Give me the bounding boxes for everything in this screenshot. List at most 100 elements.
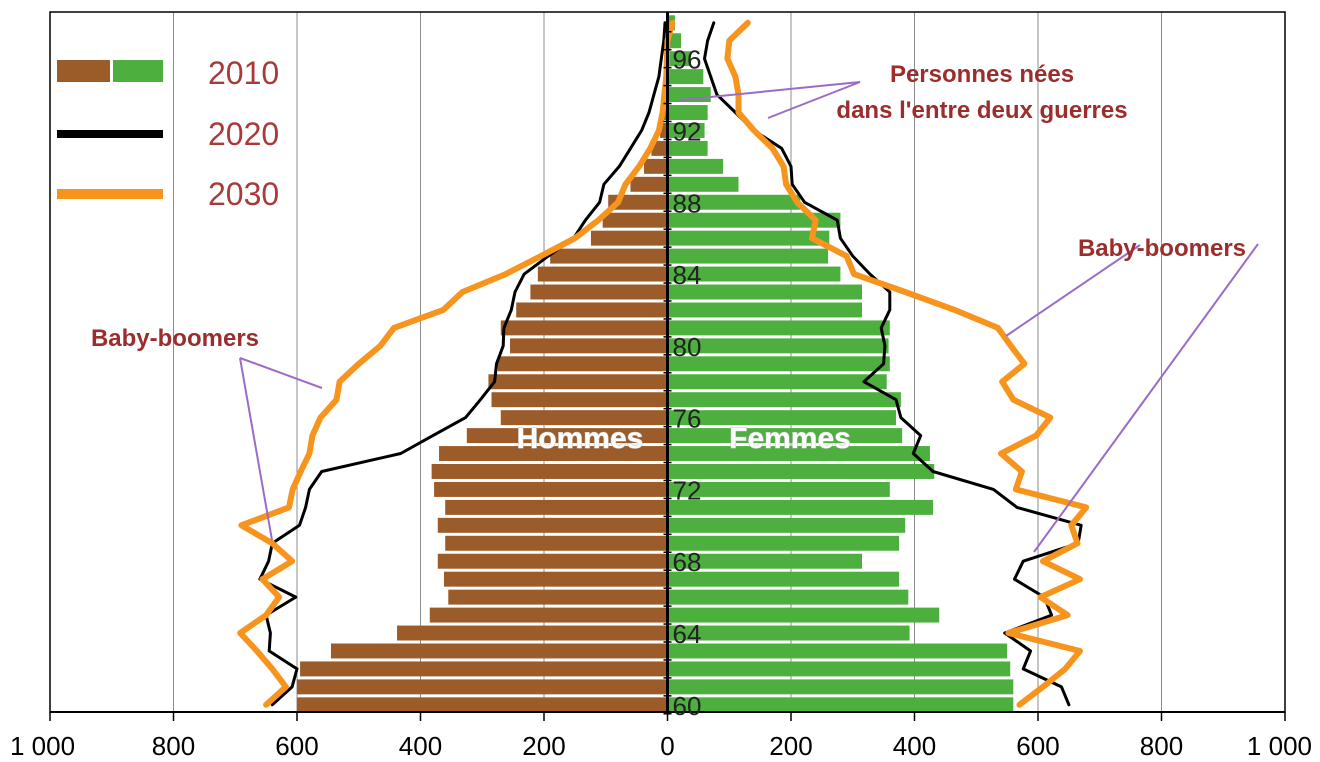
- bar-men-66: [448, 589, 668, 605]
- bar-men-76: [500, 410, 668, 426]
- line-2020-men: [258, 21, 667, 707]
- x-tick-label: 0: [660, 731, 674, 761]
- age-label-96: 96: [673, 45, 702, 75]
- bar-men-80: [510, 338, 668, 354]
- bars-2010: [297, 15, 1014, 713]
- bar-men-69: [445, 535, 668, 551]
- age-label-68: 68: [673, 547, 702, 577]
- x-tick-label: 200: [769, 731, 812, 761]
- bar-men-71: [445, 499, 668, 515]
- annotation-pointer: [679, 81, 861, 101]
- bar-men-62: [300, 661, 668, 677]
- projection-lines: [237, 19, 1090, 708]
- bar-women-62: [667, 661, 1011, 677]
- legend-label-2010: 2010: [208, 55, 279, 91]
- bar-women-80: [667, 338, 889, 354]
- x-tick-label: 1 000: [10, 731, 75, 761]
- legend-label-2030: 2030: [208, 176, 279, 212]
- bar-women-96: [667, 51, 691, 67]
- bar-men-60: [297, 697, 668, 713]
- bar-women-93: [667, 105, 708, 120]
- line-2030-men: [237, 19, 676, 708]
- annotation-baby-boomers-men: Baby-boomers: [91, 325, 259, 352]
- bar-men-68: [437, 553, 668, 569]
- bar-men-84: [537, 266, 668, 282]
- annotation-pointer: [239, 357, 323, 389]
- bar-women-89: [667, 176, 739, 192]
- bar-men-81: [500, 320, 668, 336]
- bar-men-61: [297, 679, 668, 695]
- annotation-pointer: [1033, 243, 1259, 553]
- legend-label-2020: 2020: [208, 116, 279, 152]
- bar-men-85: [550, 248, 668, 264]
- age-label-80: 80: [673, 332, 702, 362]
- bar-women-84: [667, 266, 841, 282]
- bar-women-85: [667, 248, 829, 264]
- annotations: Personnes nées dans l'entre deux guerres…: [91, 61, 1259, 553]
- annotation-pointer: [1005, 244, 1141, 337]
- age-label-76: 76: [673, 404, 702, 434]
- bar-women-69: [667, 535, 900, 551]
- bar-men-65: [429, 607, 668, 623]
- bar-women-71: [667, 499, 934, 515]
- bar-women-83: [667, 284, 863, 300]
- bar-men-73: [431, 464, 668, 479]
- bar-men-75: [466, 428, 668, 444]
- bar-women-61: [667, 679, 1014, 695]
- legend-swatch-2010-men: [57, 60, 110, 82]
- bar-men-67: [443, 571, 668, 587]
- axes: 1 000 800 600 400 200 0 200 400 600 800 1 000: [10, 12, 1312, 761]
- legend: 2010 2020 2030: [57, 55, 279, 212]
- bar-women-72: [667, 481, 890, 497]
- age-tick-labels: 60 64 68 72 76 80 84 88 92 96: [663, 30, 702, 721]
- annotation-baby-boomers-women: Baby-boomers: [1078, 235, 1246, 262]
- bar-women-68: [667, 553, 863, 569]
- bar-women-74: [667, 446, 930, 462]
- bar-women-91: [667, 140, 708, 156]
- bar-women-73: [667, 464, 935, 479]
- sex-label-women: Femmes: [729, 422, 851, 455]
- bar-women-86: [667, 230, 830, 246]
- bar-men-92: [660, 122, 668, 138]
- bar-women-95: [667, 69, 704, 85]
- annotation-pointer: [767, 81, 861, 119]
- age-label-64: 64: [673, 619, 702, 649]
- bar-women-75: [667, 428, 903, 444]
- annotation-interwar-line1: Personnes nées: [890, 61, 1074, 88]
- bar-men-78: [488, 374, 668, 390]
- x-tick-label: 400: [893, 731, 936, 761]
- line-2030-women: [724, 19, 1090, 708]
- bar-men-88: [608, 194, 668, 210]
- bar-men-91: [651, 140, 668, 156]
- bar-women-60: [667, 697, 1014, 713]
- bar-women-76: [667, 410, 896, 426]
- bar-men-87: [602, 212, 668, 228]
- legend-swatch-2010-women: [113, 60, 163, 82]
- bar-women-92: [667, 122, 705, 138]
- bar-men-82: [516, 302, 668, 318]
- bar-men-79: [497, 356, 668, 372]
- annotation-interwar-line2: dans l'entre deux guerres: [836, 97, 1127, 124]
- bar-men-63: [330, 643, 668, 659]
- bar-women-90: [667, 158, 724, 174]
- bar-women-77: [667, 392, 901, 408]
- x-tick-label: 800: [1140, 731, 1183, 761]
- bar-women-65: [667, 607, 940, 623]
- x-tick-label: 400: [399, 731, 442, 761]
- bar-women-78: [667, 374, 887, 390]
- age-label-72: 72: [673, 475, 702, 505]
- bar-women-81: [667, 320, 890, 336]
- age-label-92: 92: [673, 116, 702, 146]
- annotation-pointer: [239, 357, 273, 541]
- bar-women-79: [667, 356, 890, 372]
- bar-men-77: [491, 392, 668, 408]
- x-tick-label: 600: [275, 731, 318, 761]
- bar-women-82: [667, 302, 863, 318]
- age-label-60: 60: [673, 691, 702, 721]
- age-label-88: 88: [673, 188, 702, 218]
- age-label-84: 84: [673, 260, 702, 290]
- bar-men-72: [434, 481, 668, 497]
- bar-men-90: [644, 158, 668, 174]
- bar-women-64: [667, 625, 910, 641]
